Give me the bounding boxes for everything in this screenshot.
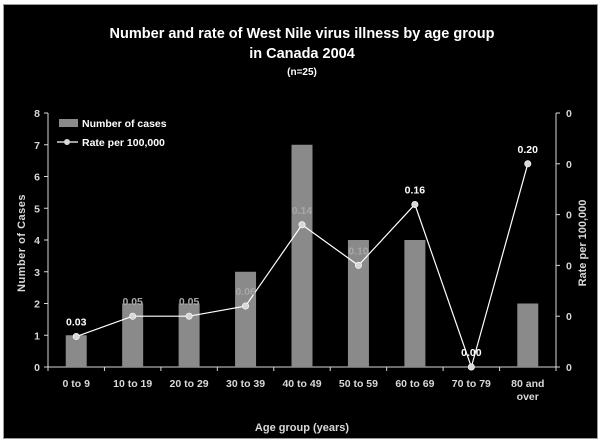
chart-subtitle: (n=25) [287, 67, 317, 78]
y-left-tick-label: 0 [34, 362, 40, 374]
y-left-tick-label: 3 [34, 267, 40, 279]
y-right-tick-label: 0 [566, 311, 572, 323]
y-left-tick-label: 8 [34, 108, 40, 120]
chart-title-line-2: in Canada 2004 [249, 46, 355, 62]
x-tick-label: 70 to 79 [452, 378, 491, 390]
y-right-tick-label: 0 [566, 362, 572, 374]
x-tick-label: 10 to 19 [113, 378, 152, 390]
y-right-tick-label: 0 [566, 210, 572, 222]
chart-svg: Number and rate of West Nile virus illne… [16, 26, 589, 434]
x-tick-label: 60 to 69 [395, 378, 434, 390]
bar [517, 303, 539, 367]
y-left-tick-label: 2 [34, 299, 40, 311]
rate-data-label: 0.00 [461, 347, 482, 359]
chart-frame: Number and rate of West Nile virus illne… [3, 4, 598, 439]
rate-point [524, 160, 532, 168]
rate-data-label: 0.06 [235, 286, 256, 298]
y-left-tick-label: 7 [34, 140, 40, 152]
rate-data-label: 0.03 [66, 317, 87, 329]
y-left-tick-label: 6 [34, 172, 40, 184]
legend-line-marker [64, 139, 70, 145]
y-left-tick-label: 4 [34, 235, 40, 247]
bar [178, 303, 200, 367]
rate-point [298, 221, 306, 229]
bar [122, 303, 144, 367]
legend-label-cases: Number of cases [82, 118, 167, 130]
legend-label-rate: Rate per 100,000 [82, 137, 165, 149]
chart-title-line-1: Number and rate of West Nile virus illne… [110, 26, 495, 42]
x-tick-label: over [517, 391, 539, 403]
y-axis-right-label: Rate per 100,000 [577, 200, 589, 287]
x-tick-label: 20 to 29 [170, 378, 209, 390]
y-left-tick-label: 5 [34, 203, 40, 215]
bar [235, 271, 257, 367]
x-tick-label: 30 to 39 [226, 378, 265, 390]
y-right-tick-label: 0 [566, 260, 572, 272]
rate-data-label: 0.05 [179, 296, 200, 308]
y-left-tick-label: 1 [34, 330, 40, 342]
bar [404, 240, 426, 367]
rate-point [72, 333, 80, 341]
rate-point [411, 200, 419, 208]
rate-data-label: 0.20 [518, 144, 539, 156]
rate-data-label: 0.10 [348, 245, 369, 257]
bar [291, 144, 313, 367]
rate-point [185, 312, 193, 320]
rate-point [129, 312, 137, 320]
rate-data-label: 0.05 [122, 296, 143, 308]
x-tick-label: 40 to 49 [282, 378, 321, 390]
rate-data-label: 0.14 [292, 205, 313, 217]
x-tick-label: 80 and [511, 378, 544, 390]
x-tick-label: 0 to 9 [63, 378, 91, 390]
x-axis-label: Age group (years) [255, 422, 349, 434]
rate-data-label: 0.16 [405, 184, 426, 196]
y-axis-left-label: Number of Cases [16, 194, 28, 292]
rate-point [242, 302, 250, 310]
legend: Number of cases Rate per 100,000 [57, 118, 167, 149]
rate-point [467, 363, 475, 371]
x-tick-label: 50 to 59 [339, 378, 378, 390]
legend-bar-swatch [59, 119, 78, 127]
y-right-tick-label: 0 [566, 108, 572, 120]
bar [347, 240, 369, 367]
bar [65, 335, 87, 367]
plot-area: 0 1 2 3 4 5 6 7 8 0 0 0 0 0 0 0 to 9 10 to 19 20 to 29 30 … [34, 108, 572, 403]
rate-point [354, 261, 362, 269]
y-right-tick-label: 0 [566, 159, 572, 171]
